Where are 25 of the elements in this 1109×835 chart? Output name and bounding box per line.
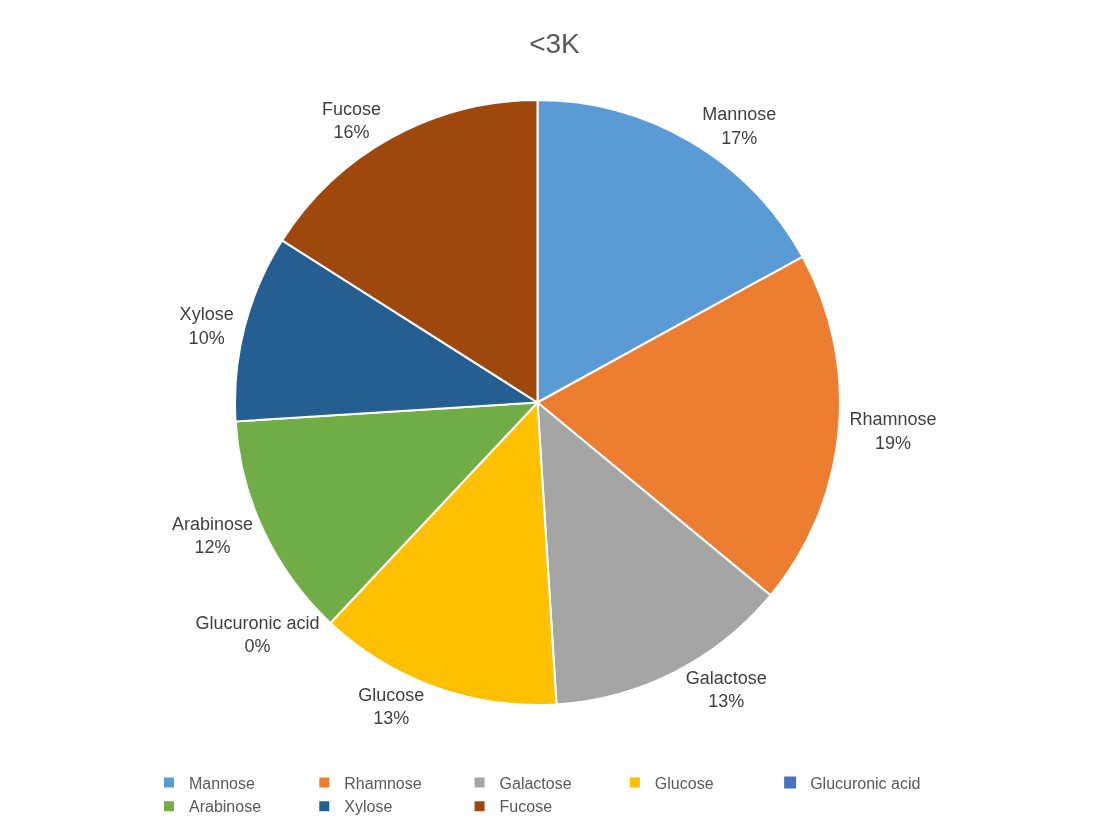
text: 0% xyxy=(244,636,271,657)
legend-label: Arabinose xyxy=(189,798,262,816)
data-label: 12% xyxy=(194,536,231,557)
slice-label: Fucose xyxy=(321,99,381,120)
slice-label: Arabinose xyxy=(171,513,253,534)
data-label: 10% xyxy=(188,327,225,348)
data-label: 16% xyxy=(333,122,370,143)
legend-label: Mannose xyxy=(189,774,255,792)
chart-title: <3K xyxy=(529,28,581,59)
legend-label: Glucose xyxy=(654,774,714,792)
data-label: 17% xyxy=(721,127,758,148)
data-label: 19% xyxy=(875,432,912,453)
slice-label: Glucose xyxy=(358,684,425,705)
data-label: 13% xyxy=(373,708,410,729)
legend-label: Rhamnose xyxy=(344,774,422,792)
slice-label: Mannose xyxy=(702,104,777,125)
slice-label: Xylose xyxy=(179,304,234,325)
slice-label: Galactose xyxy=(685,667,767,688)
category-label: Glucuronic acid xyxy=(195,612,320,633)
legend-label: Xylose xyxy=(344,798,393,816)
legend-label: Glucuronic acid xyxy=(810,774,921,792)
legend-label: Galactose xyxy=(499,774,572,792)
slice-label: Rhamnose xyxy=(849,409,937,430)
legend-label: Fucose xyxy=(499,798,553,816)
data-label: 13% xyxy=(708,690,745,711)
